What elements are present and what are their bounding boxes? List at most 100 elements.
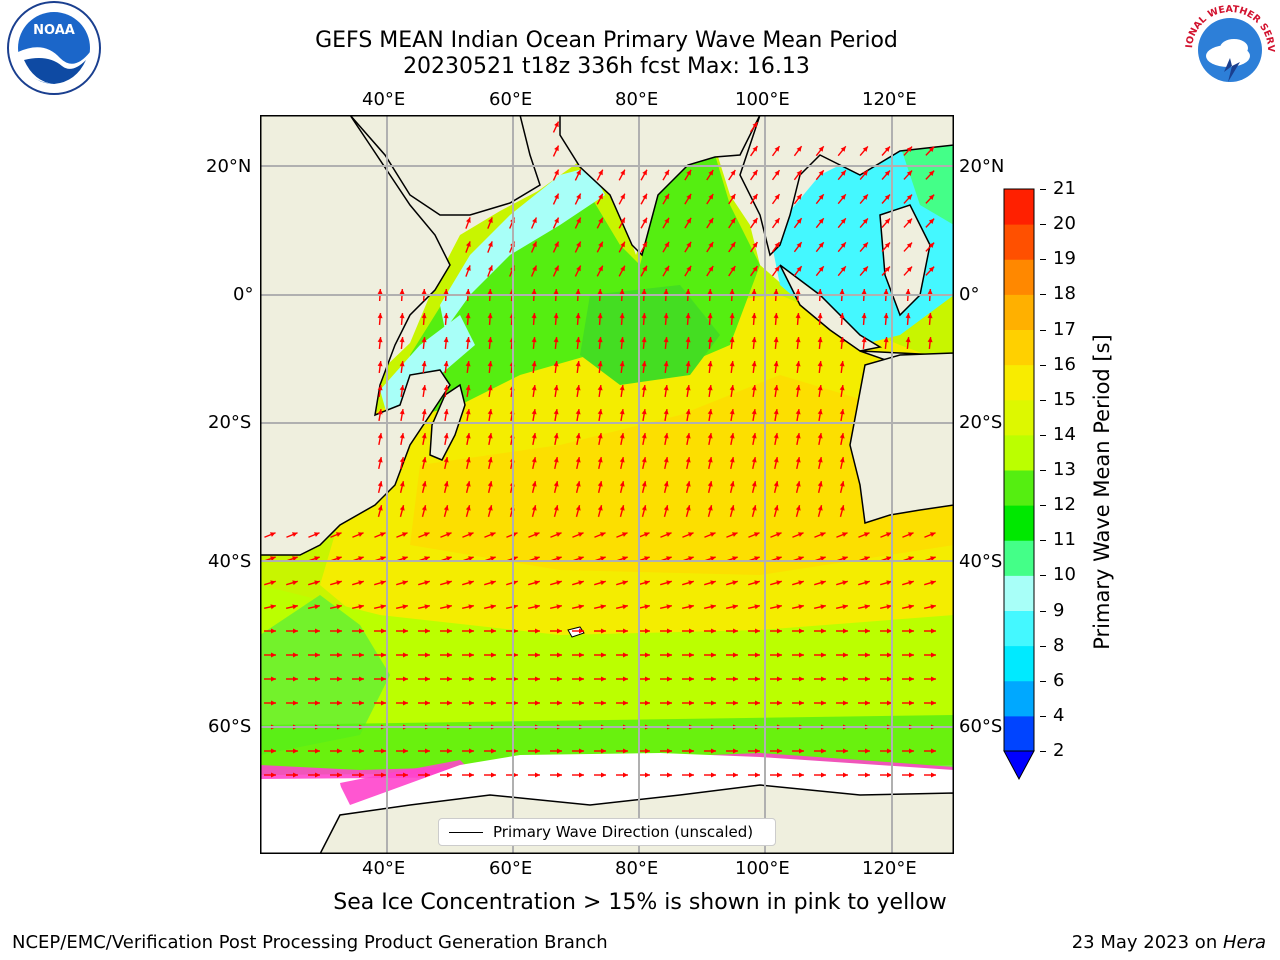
wave-arrow-head xyxy=(578,580,584,586)
wave-arrow-head xyxy=(645,772,650,778)
wave-arrow-head xyxy=(817,457,823,463)
wave-arrow-head xyxy=(774,242,780,248)
wave-arrow-head xyxy=(487,433,493,439)
colorbar-swatch xyxy=(1004,575,1034,611)
lat-tick-right-4: 40°S xyxy=(959,551,1003,572)
wave-arrow-head xyxy=(597,409,603,415)
wave-arrow-head xyxy=(776,604,782,610)
wave-arrow-head xyxy=(930,580,936,586)
wave-arrow-head xyxy=(908,604,914,610)
wave-arrow-head xyxy=(755,748,760,754)
wave-arrow-head xyxy=(688,580,694,586)
wave-arrow-head xyxy=(315,772,320,778)
wave-arrow-head xyxy=(534,604,540,610)
wave-arrow-head xyxy=(685,409,691,415)
wave-arrow-head xyxy=(553,385,559,391)
wave-arrow-head xyxy=(733,700,738,706)
wave-arrow-head xyxy=(686,169,692,176)
wave-arrow-head xyxy=(796,146,802,152)
wave-arrow-head xyxy=(799,652,804,658)
lon-tick-top-4: 100°E xyxy=(735,89,790,110)
lat-tick-left-4: 40°S xyxy=(208,551,252,572)
wave-arrow-head xyxy=(843,628,848,634)
wave-arrow-head xyxy=(553,481,559,487)
wave-arrow-head xyxy=(620,217,625,224)
colorbar-tick-label: 21 xyxy=(1053,178,1076,199)
wave-arrow-head xyxy=(839,433,845,439)
wave-arrow-head xyxy=(820,604,826,610)
wave-arrow-head xyxy=(578,556,584,562)
wave-arrow-head xyxy=(797,532,804,537)
wave-arrow-head xyxy=(315,628,320,634)
wave-arrow-head xyxy=(818,170,824,176)
wave-arrow-head xyxy=(337,772,342,778)
wave-arrow-head xyxy=(513,700,518,706)
wave-arrow-head xyxy=(663,457,669,463)
wave-arrow-head xyxy=(909,700,914,706)
colorbar-swatch xyxy=(1004,715,1034,752)
wave-arrow-head xyxy=(622,556,628,562)
lon-tick-bottom-4: 100°E xyxy=(735,858,790,879)
wave-arrow-head xyxy=(293,748,298,754)
wave-arrow-head xyxy=(664,169,670,176)
wave-arrow-head xyxy=(575,313,581,319)
wave-arrow-head xyxy=(577,532,584,537)
wave-arrow-head xyxy=(928,194,935,200)
wave-arrow-head xyxy=(465,313,471,319)
wave-arrow-head xyxy=(796,242,802,248)
wave-arrow-head xyxy=(293,676,298,682)
wave-arrow-head xyxy=(336,556,342,562)
wave-arrow-head xyxy=(795,433,801,439)
wave-arrow-head xyxy=(469,772,474,778)
wave-arrow-head xyxy=(399,361,405,367)
wave-arrow-head xyxy=(777,676,782,682)
wave-arrow-head xyxy=(884,242,890,248)
wave-arrow-head xyxy=(619,409,625,415)
wave-arrow-head xyxy=(645,628,650,634)
wave-arrow-head xyxy=(491,748,496,754)
wave-arrow-head xyxy=(689,772,694,778)
wave-arrow-head xyxy=(337,628,342,634)
wave-arrow-head xyxy=(774,266,780,272)
wave-arrow-head xyxy=(928,242,935,248)
wave-arrow-head xyxy=(865,676,870,682)
wave-arrow-head xyxy=(377,409,383,415)
wave-arrow-head xyxy=(931,700,936,706)
wave-arrow-head xyxy=(554,193,559,200)
wave-arrow-head xyxy=(399,289,405,295)
nws-logo: NATIONAL WEATHER SERVICE xyxy=(1176,0,1280,100)
colorbar-tick-label: 6 xyxy=(1053,669,1065,691)
wave-arrow-head xyxy=(865,652,870,658)
wave-arrow-head xyxy=(403,652,408,658)
wave-arrow-head xyxy=(535,748,540,754)
wave-arrow-head xyxy=(644,580,650,586)
wave-arrow-head xyxy=(862,170,868,176)
wave-arrow-head xyxy=(531,481,537,487)
wave-arrow-head xyxy=(270,604,276,610)
wave-arrow-head xyxy=(621,532,628,537)
wave-arrow-head xyxy=(644,556,650,562)
wave-arrow-head xyxy=(557,628,562,634)
wave-arrow-head xyxy=(929,532,936,537)
wave-arrow-head xyxy=(425,628,430,634)
wave-arrow-head xyxy=(403,628,408,634)
lon-tick-top-3: 80°E xyxy=(615,89,659,110)
wave-period-map xyxy=(260,115,954,854)
wave-arrow-head xyxy=(619,361,625,367)
wave-arrow-head xyxy=(491,652,496,658)
wave-arrow-head xyxy=(843,748,848,754)
lat-tick-right-5: 60°S xyxy=(959,716,1003,737)
wave-arrow-head xyxy=(489,532,496,537)
wave-arrow-head xyxy=(752,122,758,128)
noaa-logo: NOAA xyxy=(4,0,104,100)
wave-arrow-head xyxy=(817,337,823,343)
wave-arrow-head xyxy=(488,241,493,247)
lat-tick-left-5: 60°S xyxy=(208,716,252,737)
wave-arrow-head xyxy=(487,289,493,295)
wave-arrow-head xyxy=(466,265,471,271)
wave-arrow-head xyxy=(402,556,408,562)
wave-arrow-head xyxy=(755,628,760,634)
wave-arrow-head xyxy=(487,505,493,511)
wave-arrow-head xyxy=(928,218,935,224)
wave-arrow-head xyxy=(554,169,559,176)
